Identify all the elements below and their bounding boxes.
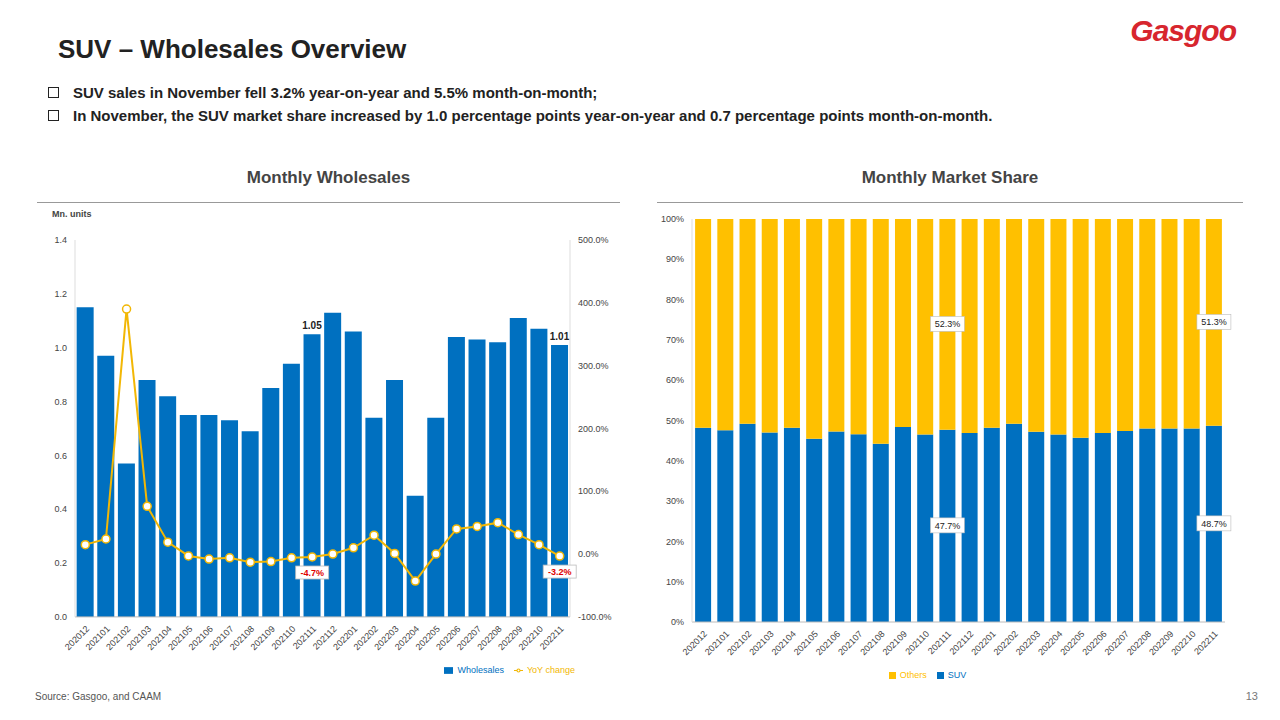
html-text:In November, the SUV market sh: In November, the SUV market share increa… — [73, 107, 993, 124]
html-text:Wholesales: Wholesales — [457, 664, 504, 675]
svg-text:70%: 70% — [666, 335, 684, 345]
html-text:13: 13 — [1245, 690, 1258, 702]
svg-text:202205: 202205 — [413, 623, 442, 653]
svg-text:100.0%: 100.0% — [578, 486, 609, 496]
html-text:SUV: SUV — [947, 670, 967, 680]
svg-text:1.0: 1.0 — [54, 343, 67, 353]
svg-text:202108: 202108 — [858, 628, 887, 658]
svg-text:202102: 202102 — [104, 623, 133, 653]
svg-text:202210: 202210 — [516, 623, 545, 653]
svg-text:1.05: 1.05 — [302, 320, 322, 331]
svg-text:202201: 202201 — [969, 628, 998, 658]
svg-text:202103: 202103 — [124, 623, 154, 653]
svg-text:0.2: 0.2 — [54, 558, 67, 568]
svg-text:0.4: 0.4 — [54, 504, 67, 514]
svg-text:202206: 202206 — [434, 623, 463, 653]
svg-text:202103: 202103 — [747, 628, 776, 658]
svg-text:202012: 202012 — [680, 628, 709, 658]
html-text:Monthly Market Share: Monthly Market Share — [861, 168, 1039, 187]
svg-text:0.0: 0.0 — [54, 612, 67, 622]
svg-text:20%: 20% — [666, 537, 684, 547]
html-text:Monthly Wholesales: Monthly Wholesales — [246, 168, 411, 187]
svg-text:202104: 202104 — [145, 623, 174, 653]
svg-text:202109: 202109 — [881, 629, 909, 657]
svg-text:100%: 100% — [661, 214, 684, 224]
svg-text:202201: 202201 — [331, 623, 360, 653]
svg-text:202107: 202107 — [207, 623, 236, 653]
svg-text:202101: 202101 — [83, 623, 112, 653]
svg-text:0.0%: 0.0% — [578, 549, 599, 559]
svg-text:202112: 202112 — [947, 628, 976, 657]
svg-text:500.0%: 500.0% — [578, 235, 609, 245]
svg-text:202203: 202203 — [372, 623, 401, 653]
svg-text:202102: 202102 — [725, 628, 754, 658]
svg-text:202209: 202209 — [496, 623, 525, 653]
svg-text:0.8: 0.8 — [54, 397, 67, 407]
html-text:SUV sales in November fell 3.2: SUV sales in November fell 3.2% year-on-… — [73, 84, 598, 101]
html-text:SUV – Wholesales Overview: SUV – Wholesales Overview — [58, 34, 407, 64]
svg-text:202211: 202211 — [1192, 629, 1220, 657]
svg-text:202202: 202202 — [991, 628, 1020, 658]
svg-text:0%: 0% — [671, 617, 684, 627]
svg-text:1.4: 1.4 — [54, 235, 67, 245]
svg-text:200.0%: 200.0% — [578, 424, 609, 434]
svg-text:202207: 202207 — [454, 623, 484, 653]
svg-text:51.3%: 51.3% — [1201, 317, 1227, 327]
svg-text:30%: 30% — [666, 496, 684, 506]
svg-text:202203: 202203 — [1013, 628, 1043, 658]
svg-text:1.2: 1.2 — [54, 289, 67, 299]
svg-text:202105: 202105 — [166, 623, 195, 653]
svg-text:202204: 202204 — [392, 623, 422, 653]
svg-text:90%: 90% — [666, 254, 684, 264]
svg-text:40%: 40% — [666, 456, 684, 466]
svg-text:202205: 202205 — [1058, 628, 1087, 658]
svg-text:202211: 202211 — [538, 624, 566, 652]
svg-text:300.0%: 300.0% — [578, 361, 609, 371]
html-text:Mn. units: Mn. units — [52, 209, 92, 219]
svg-text:10%: 10% — [666, 577, 684, 587]
svg-text:202111: 202111 — [926, 628, 954, 657]
svg-text:50%: 50% — [666, 416, 684, 426]
svg-text:0.6: 0.6 — [54, 451, 67, 461]
svg-text:202012: 202012 — [62, 623, 92, 653]
html-text:Others: Others — [899, 670, 927, 680]
svg-text:202101: 202101 — [702, 628, 732, 658]
svg-text:202104: 202104 — [769, 628, 798, 658]
html-text:YoY change: YoY change — [526, 664, 575, 675]
svg-text:1.01: 1.01 — [550, 331, 570, 342]
svg-text:-3.2%: -3.2% — [548, 567, 572, 577]
svg-text:202109: 202109 — [248, 623, 277, 653]
svg-text:202204: 202204 — [1036, 628, 1065, 658]
svg-text:52.3%: 52.3% — [935, 319, 961, 329]
svg-text:47.7%: 47.7% — [935, 521, 961, 531]
svg-text:202110: 202110 — [903, 629, 931, 657]
svg-text:202208: 202208 — [475, 623, 504, 653]
svg-text:-4.7%: -4.7% — [300, 568, 324, 578]
svg-text:202209: 202209 — [1147, 628, 1176, 658]
svg-text:-100.0%: -100.0% — [578, 612, 612, 622]
svg-text:202208: 202208 — [1124, 628, 1154, 658]
svg-text:400.0%: 400.0% — [578, 298, 609, 308]
svg-text:202107: 202107 — [836, 628, 865, 658]
svg-text:60%: 60% — [666, 375, 684, 385]
svg-text:80%: 80% — [666, 295, 684, 305]
svg-text:202110: 202110 — [269, 623, 298, 652]
html-text:Gasgoo: Gasgoo — [1130, 14, 1236, 47]
svg-text:202108: 202108 — [227, 623, 257, 653]
svg-text:48.7%: 48.7% — [1201, 519, 1227, 529]
svg-text:202207: 202207 — [1102, 628, 1131, 658]
svg-text:202202: 202202 — [351, 623, 380, 653]
svg-text:202206: 202206 — [1080, 628, 1109, 658]
svg-text:202112: 202112 — [310, 623, 339, 652]
svg-text:202210: 202210 — [1169, 629, 1197, 657]
svg-text:202105: 202105 — [791, 628, 821, 658]
svg-text:202106: 202106 — [814, 628, 843, 658]
html-text:Source: Gasgoo, and CAAM: Source: Gasgoo, and CAAM — [35, 691, 162, 702]
svg-text:202111: 202111 — [290, 623, 319, 652]
svg-text:202106: 202106 — [186, 623, 215, 653]
